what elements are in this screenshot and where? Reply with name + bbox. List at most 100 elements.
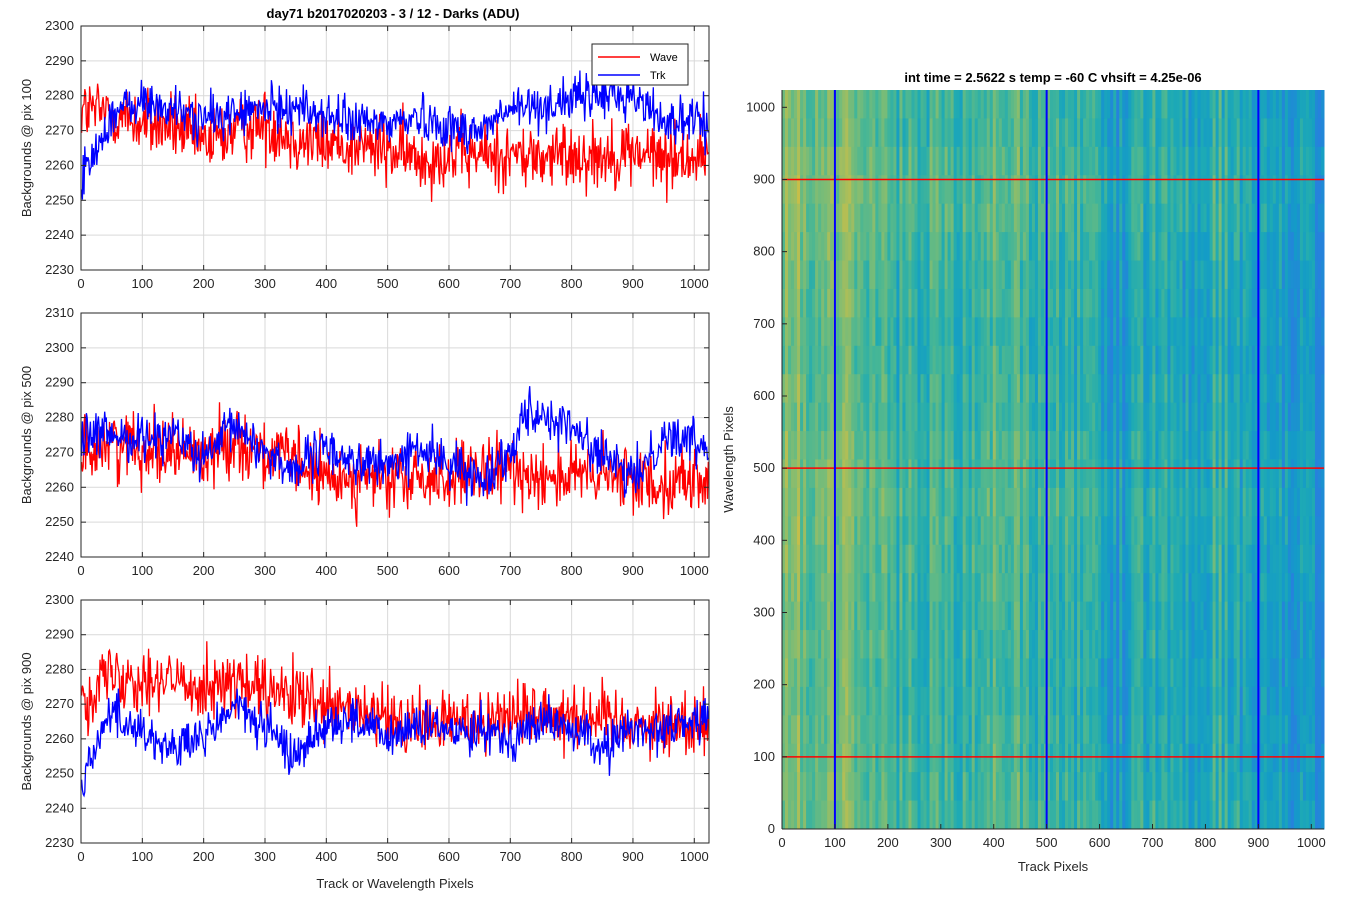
heatmap-cell [1001,630,1006,659]
heatmap-cell [968,90,973,119]
heatmap-cell [1227,630,1232,659]
heatmap-cell [1245,431,1250,460]
heatmap-cell [1239,516,1244,546]
heatmap-cell [1272,118,1277,148]
heatmap-cell [1104,459,1108,489]
heatmap-cell [1296,288,1301,318]
heatmap-cell [1092,743,1096,773]
heatmap-cell [890,573,894,603]
heatmap-cell [1074,772,1078,802]
heatmap-cell [1134,601,1138,631]
heatmap-cell [1206,487,1211,517]
heatmap-cell [1013,118,1018,148]
heatmap-cell [1113,573,1117,603]
heatmap-cell [1001,544,1006,574]
heatmap-cell [854,573,858,603]
heatmap-cell [806,800,810,830]
heatmap-cell [1224,487,1229,517]
heatmap-cell [875,175,879,205]
heatmap-cell [998,743,1003,773]
heatmap-cell [1098,118,1102,148]
heatmap-cell [884,146,888,176]
heatmap-cell [974,317,979,347]
heatmap-cell [1089,459,1093,489]
heatmap-cell [803,232,807,262]
heatmap-cell [926,573,931,603]
heatmap-cell [794,317,798,347]
heatmap-cell [851,345,855,375]
heatmap-cell [896,90,900,119]
heatmap-cell [1302,118,1307,148]
heatmap-cell [1311,90,1316,119]
heatmap-cell [1194,544,1199,574]
heatmap-cell [809,544,813,574]
heatmap-cell [1083,90,1087,119]
heatmap-cell [1254,800,1259,830]
y-tick-label: 2260 [45,731,74,746]
heatmap-cell [1089,800,1093,830]
heatmap-cell [980,374,985,404]
heatmap-cell [788,715,792,745]
heatmap-cell [938,516,943,546]
heatmap-cell [1182,544,1186,574]
heatmap-cell [935,630,940,659]
heatmap-cell [1080,232,1084,262]
heatmap-cell [791,118,795,148]
heatmap-cell [1056,487,1060,517]
heatmap-cell [962,402,967,432]
heatmap-cell [1107,317,1111,347]
heatmap-cell [1092,772,1096,802]
heatmap-cell [1019,260,1024,290]
heatmap-cell [1320,800,1325,830]
heatmap-cell [962,800,967,830]
heatmap-cell [1062,459,1066,489]
heatmap-cell [1025,516,1030,546]
heatmap-cell [854,743,858,773]
heatmap-cell [1074,715,1078,745]
heatmap-cell [1263,90,1268,119]
heatmap-cell [1242,630,1247,659]
heatmap-cell [992,800,997,830]
heatmap-cell [806,772,810,802]
heatmap-cell [1101,175,1105,205]
heatmap-cell [1245,175,1250,205]
heatmap-cell [1161,374,1165,404]
heatmap-cell [953,630,958,659]
heatmap-cell [914,146,918,176]
heatmap-cell [1149,203,1153,233]
heatmap-cell [962,630,967,659]
heatmap-cell [1001,459,1006,489]
heatmap-cell [1308,715,1313,745]
heatmap-cell [1275,573,1280,603]
heatmap-cell [1278,686,1283,716]
heatmap-cell [869,374,873,404]
heatmap-cell [1173,90,1177,119]
heatmap-cell [938,459,943,489]
heatmap-cell [1212,743,1217,773]
heatmap-cell [1053,203,1057,233]
heatmap-cell [860,516,864,546]
heatmap-cell [1019,743,1024,773]
heatmap-cell [920,90,925,119]
axes-box [80,599,710,844]
heatmap-cell [920,715,925,745]
heatmap-cell [821,516,825,546]
heatmap-cell [938,630,943,659]
heatmap-cell [1152,118,1156,148]
heatmap-cell [848,90,852,119]
heatmap-cell [1215,288,1220,318]
heatmap-cell [941,146,946,176]
heatmap-cell [1137,459,1141,489]
heatmap-cell [848,715,852,745]
heatmap-cell [827,743,831,773]
heatmap-cell [1218,288,1223,318]
heatmap-cell [1053,743,1057,773]
heatmap-cell [1031,345,1036,375]
heatmap-cell [1077,686,1081,716]
heatmap-cell [1272,516,1277,546]
heatmap-cell [1194,800,1199,830]
heatmap-cell [1236,601,1241,631]
heatmap-cell [1218,345,1223,375]
heatmap-cell [944,317,949,347]
heatmap-cell [1077,232,1081,262]
